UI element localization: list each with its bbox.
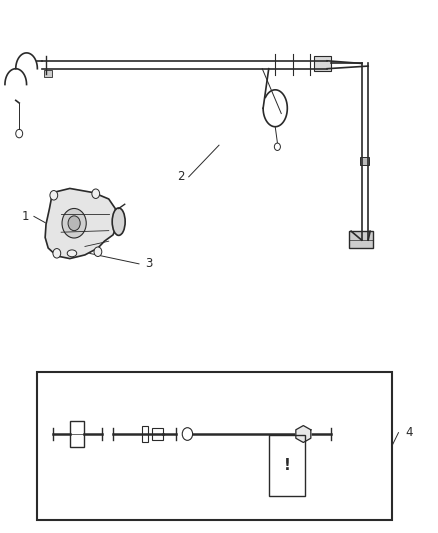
Bar (360, 157, 370, 165)
Bar (314, 55, 331, 71)
Polygon shape (45, 189, 117, 259)
Bar (44, 70, 52, 77)
Bar (70, 421, 84, 447)
Bar (349, 231, 372, 248)
Bar (142, 425, 148, 442)
Ellipse shape (112, 208, 125, 236)
Polygon shape (296, 425, 311, 442)
Ellipse shape (67, 250, 77, 257)
Bar (269, 435, 305, 496)
Bar (152, 427, 163, 440)
Text: 1: 1 (21, 210, 29, 223)
Circle shape (50, 191, 58, 200)
Text: 4: 4 (405, 426, 413, 439)
Circle shape (68, 216, 80, 231)
Text: !: ! (284, 458, 290, 473)
Circle shape (53, 248, 61, 258)
Circle shape (94, 247, 102, 256)
Bar (37, 372, 392, 520)
Text: 3: 3 (145, 257, 153, 270)
Circle shape (62, 208, 86, 238)
Text: 2: 2 (177, 171, 184, 183)
Circle shape (92, 189, 100, 198)
